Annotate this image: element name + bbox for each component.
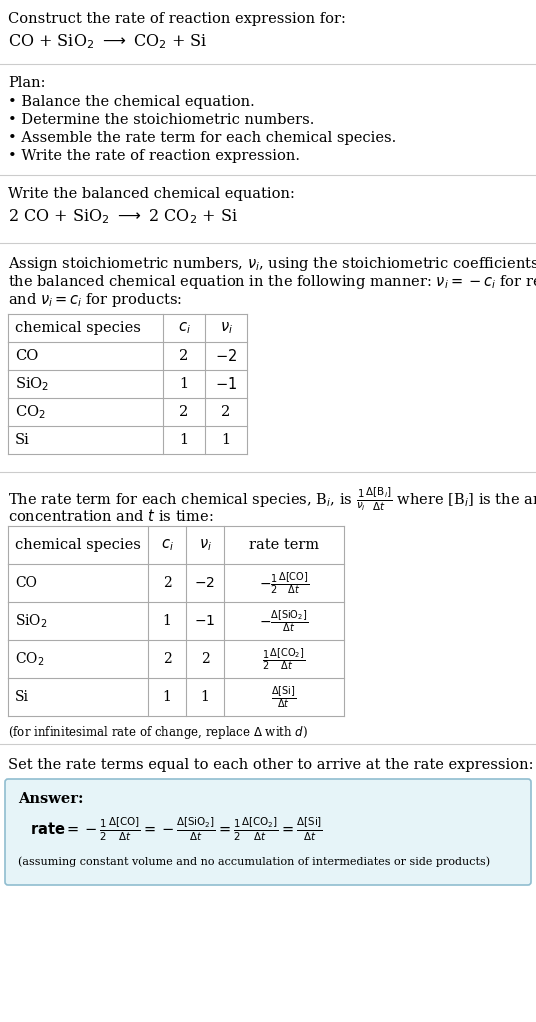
Text: CO + SiO$_2$ $\longrightarrow$ CO$_2$ + Si: CO + SiO$_2$ $\longrightarrow$ CO$_2$ + … [8, 32, 207, 51]
FancyBboxPatch shape [5, 779, 531, 885]
Text: $-\frac{\Delta[\mathrm{SiO_2}]}{\Delta t}$: $-\frac{\Delta[\mathrm{SiO_2}]}{\Delta t… [259, 608, 309, 634]
Text: $-1$: $-1$ [215, 376, 237, 392]
Text: $-2$: $-2$ [195, 576, 215, 590]
Text: (for infinitesimal rate of change, replace $\Delta$ with $d$): (for infinitesimal rate of change, repla… [8, 724, 308, 741]
Text: the balanced chemical equation in the following manner: $\nu_i = -c_i$ for react: the balanced chemical equation in the fo… [8, 273, 536, 291]
Text: $-2$: $-2$ [215, 349, 237, 364]
Text: CO: CO [15, 576, 37, 590]
Text: 1: 1 [180, 433, 189, 447]
Text: 2: 2 [180, 349, 189, 363]
Text: (assuming constant volume and no accumulation of intermediates or side products): (assuming constant volume and no accumul… [18, 856, 490, 867]
Text: 1: 1 [162, 614, 172, 628]
Text: $\frac{1}{2}\frac{\Delta[\mathrm{CO_2}]}{\Delta t}$: $\frac{1}{2}\frac{\Delta[\mathrm{CO_2}]}… [262, 646, 306, 671]
Text: $-1$: $-1$ [195, 614, 215, 628]
Text: • Balance the chemical equation.: • Balance the chemical equation. [8, 95, 255, 109]
Text: 2: 2 [200, 652, 210, 666]
Text: Si: Si [15, 690, 29, 704]
Text: CO: CO [15, 349, 39, 363]
Text: $\frac{\Delta[\mathrm{Si}]}{\Delta t}$: $\frac{\Delta[\mathrm{Si}]}{\Delta t}$ [271, 684, 296, 710]
Text: CO$_2$: CO$_2$ [15, 650, 44, 667]
Text: $\mathbf{rate} = -\frac{1}{2}\frac{\Delta[\mathrm{CO}]}{\Delta t} = -\frac{\Delt: $\mathbf{rate} = -\frac{1}{2}\frac{\Delt… [30, 816, 323, 843]
Text: $c_i$: $c_i$ [161, 538, 174, 553]
Text: 2: 2 [221, 405, 230, 419]
Text: 1: 1 [200, 690, 210, 704]
Text: 1: 1 [180, 377, 189, 391]
Text: chemical species: chemical species [15, 321, 141, 335]
Text: • Assemble the rate term for each chemical species.: • Assemble the rate term for each chemic… [8, 131, 396, 145]
Text: Write the balanced chemical equation:: Write the balanced chemical equation: [8, 187, 295, 201]
Text: $\nu_i$: $\nu_i$ [198, 538, 212, 553]
Text: SiO$_2$: SiO$_2$ [15, 375, 49, 392]
Text: $-\frac{1}{2}\frac{\Delta[\mathrm{CO}]}{\Delta t}$: $-\frac{1}{2}\frac{\Delta[\mathrm{CO}]}{… [259, 570, 309, 596]
Text: Construct the rate of reaction expression for:: Construct the rate of reaction expressio… [8, 12, 346, 26]
Text: 2 CO + SiO$_2$ $\longrightarrow$ 2 CO$_2$ + Si: 2 CO + SiO$_2$ $\longrightarrow$ 2 CO$_2… [8, 207, 238, 226]
Text: 2: 2 [162, 652, 172, 666]
Text: Set the rate terms equal to each other to arrive at the rate expression:: Set the rate terms equal to each other t… [8, 758, 533, 772]
Text: • Determine the stoichiometric numbers.: • Determine the stoichiometric numbers. [8, 113, 315, 127]
Text: 1: 1 [221, 433, 230, 447]
Text: and $\nu_i = c_i$ for products:: and $\nu_i = c_i$ for products: [8, 291, 182, 309]
Text: chemical species: chemical species [15, 538, 141, 552]
Text: SiO$_2$: SiO$_2$ [15, 612, 48, 630]
Text: CO$_2$: CO$_2$ [15, 403, 46, 421]
Text: Si: Si [15, 433, 30, 447]
Text: Plan:: Plan: [8, 76, 46, 90]
Text: 1: 1 [162, 690, 172, 704]
Text: $\nu_i$: $\nu_i$ [220, 320, 233, 336]
Text: concentration and $t$ is time:: concentration and $t$ is time: [8, 508, 213, 524]
Text: Answer:: Answer: [18, 792, 84, 806]
Text: rate term: rate term [249, 538, 319, 552]
Text: 2: 2 [162, 576, 172, 590]
Text: 2: 2 [180, 405, 189, 419]
Text: Assign stoichiometric numbers, $\nu_i$, using the stoichiometric coefficients, $: Assign stoichiometric numbers, $\nu_i$, … [8, 256, 536, 273]
Text: The rate term for each chemical species, B$_i$, is $\frac{1}{\nu_i}\frac{\Delta[: The rate term for each chemical species,… [8, 486, 536, 513]
Text: $c_i$: $c_i$ [177, 320, 190, 336]
Text: • Write the rate of reaction expression.: • Write the rate of reaction expression. [8, 149, 300, 162]
